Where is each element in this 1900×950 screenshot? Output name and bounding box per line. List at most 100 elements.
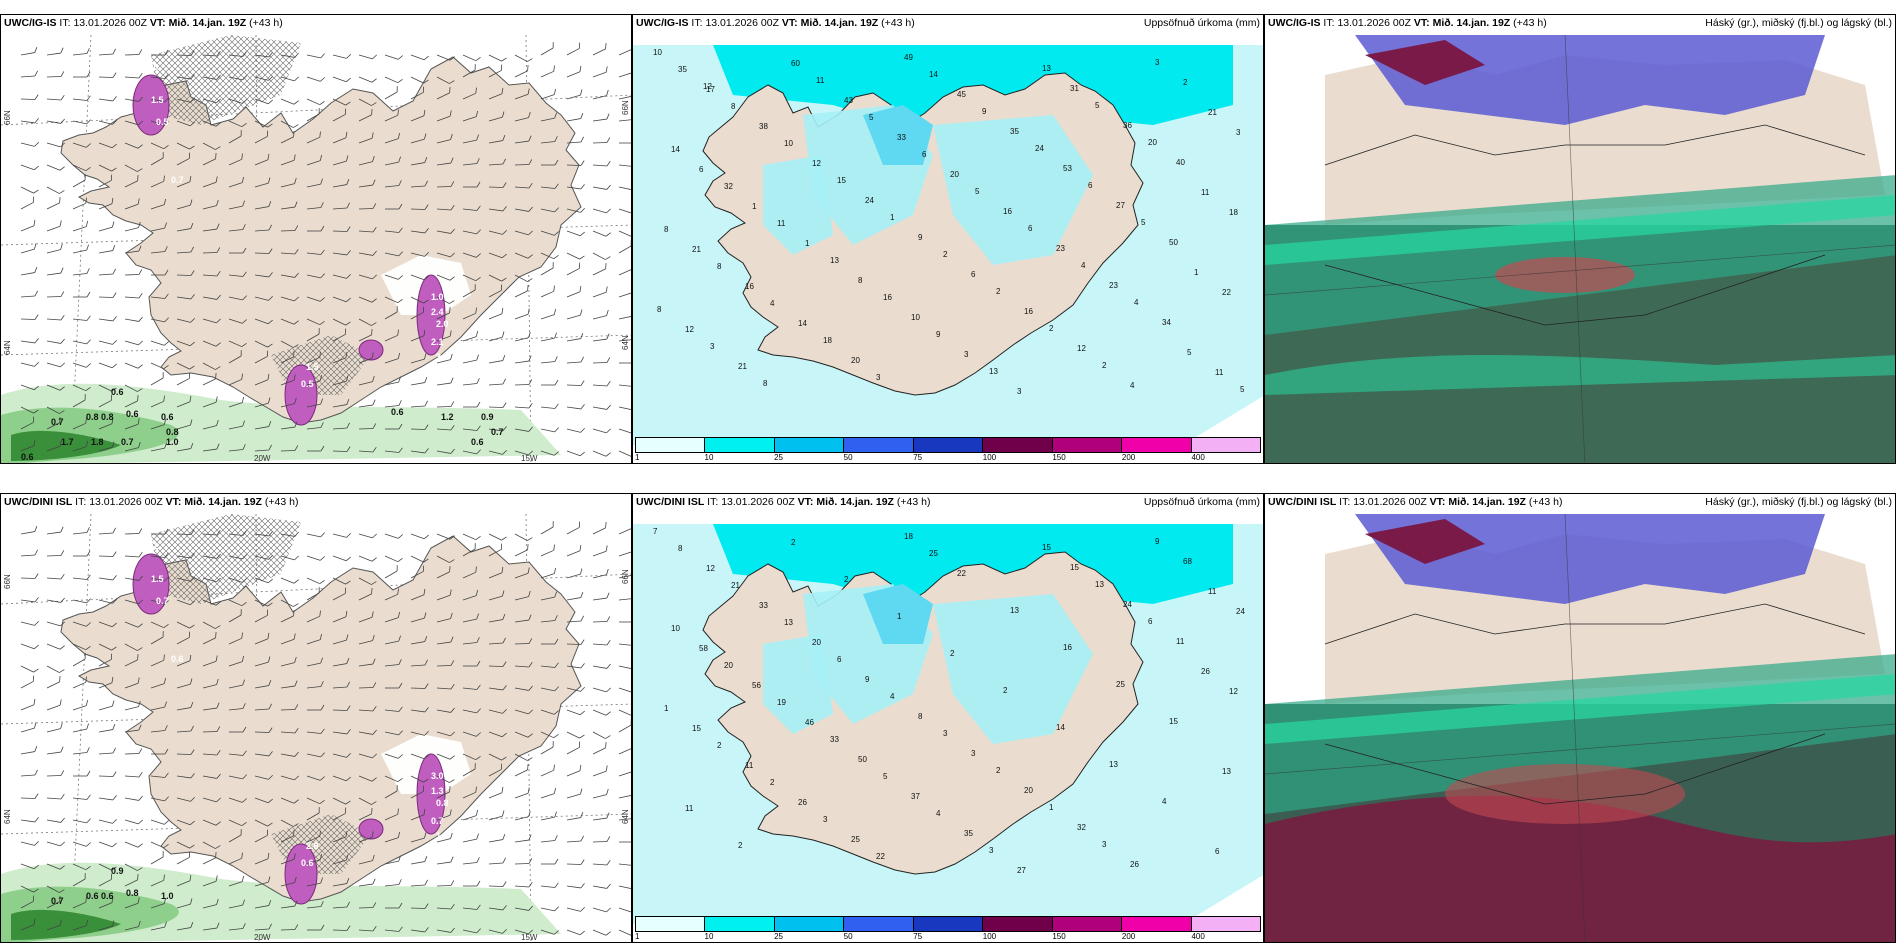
precip-value-label: 1 [897, 612, 902, 621]
wind-barb [176, 553, 195, 559]
wind-barb [280, 751, 299, 757]
wind-barb [228, 350, 242, 364]
wind-barb [618, 450, 631, 458]
wind-barb [618, 665, 631, 670]
precip-value-label: 8 [717, 262, 722, 271]
wind-barb [514, 88, 530, 100]
wind-barb [254, 554, 273, 560]
lead-time: (+43 h) [1513, 17, 1547, 29]
precip-value-label: 8 [918, 712, 923, 721]
precip-value-label: 4 [1081, 261, 1086, 270]
wind-barb [254, 75, 273, 81]
wind-barb [592, 742, 607, 755]
wind-barb [566, 544, 582, 557]
wind-barb [151, 528, 169, 535]
precip-value-label: 1 [664, 704, 669, 713]
precip-value-label: 25 [851, 835, 860, 844]
wind-barb [228, 224, 246, 232]
wind-barb [462, 731, 481, 737]
wind-barb [202, 176, 218, 188]
wind-barb [384, 753, 403, 759]
precip-value-label: 22 [876, 852, 885, 861]
precip-value-label: 2 [738, 841, 743, 850]
wind-barb [488, 87, 504, 100]
wind-barb [72, 621, 91, 627]
wind-speed-label: 2.1 [431, 337, 444, 347]
it-value: 13.01.2026 00Z [89, 496, 163, 508]
wind-barb [618, 240, 631, 254]
wind-barb [280, 340, 299, 348]
wind-barb [488, 763, 503, 777]
wind-barb [462, 449, 481, 455]
wind-barb [592, 522, 607, 535]
lat-label-66: 66N [3, 574, 12, 589]
colorbar-tick-label: 25 [774, 932, 784, 941]
wind-barb [46, 47, 64, 56]
wind-speed-label: 1.2 [441, 412, 454, 422]
wind-barb [46, 699, 62, 711]
colorbar-ticks: 1 10 25 50 75 100 150 200 400 [635, 932, 1261, 941]
wind-barb [384, 588, 399, 601]
wind-speed-label: 2.0 [436, 319, 449, 329]
wind-barb [124, 418, 140, 430]
wind-speed-label: 0.7 [431, 816, 444, 826]
precip-value-label: 13 [1095, 580, 1104, 589]
wind-barb [280, 98, 299, 105]
wind-barb [98, 700, 115, 711]
wind-barb [618, 885, 631, 890]
panel-precip-top: UWC/IG-IS IT: 13.01.2026 00Z VT: Mið. 14… [632, 14, 1264, 464]
wind-barb [124, 49, 143, 56]
wind-barb [566, 184, 585, 190]
precip-value-label: 4 [890, 692, 895, 701]
wind-barb [202, 340, 221, 347]
precip-value-label: 11 [816, 76, 825, 85]
wind-barb [150, 395, 165, 408]
wind-barb [124, 795, 143, 801]
it-label: IT: [59, 17, 71, 29]
wind-barb [306, 797, 325, 805]
wind-barb [488, 685, 507, 691]
wind-barb [592, 43, 607, 56]
wind-barb [46, 406, 65, 414]
wind-barb [46, 362, 65, 368]
wind-barb [540, 450, 559, 456]
wind-barb [618, 863, 631, 866]
wind-barb [124, 340, 143, 346]
colorbar-swatch [844, 438, 914, 452]
precip-value-label: 22 [1222, 288, 1231, 297]
wind-barb [72, 384, 91, 392]
wind-barb [618, 292, 631, 298]
wind-barb [150, 246, 168, 254]
wind-barb [358, 797, 377, 805]
precip-value-label: 12 [685, 325, 694, 334]
wind-barb [618, 719, 631, 733]
wind-speed-label: 1.5 [151, 574, 164, 584]
wind-barb [358, 831, 374, 843]
wind-barb [540, 88, 557, 100]
wind-speed-label: 0.6 [391, 407, 404, 417]
precip-value-label: 2 [1183, 78, 1188, 87]
wind-barb [332, 351, 348, 364]
wind-barb [514, 810, 531, 821]
wind-barb [462, 110, 479, 122]
precip-value-label: 8 [731, 102, 736, 111]
graticule-line [70, 34, 92, 463]
wind-barb [307, 225, 325, 232]
wind-barb [332, 328, 347, 342]
wind-barb [410, 251, 429, 257]
wind-barb [46, 573, 65, 580]
wind-barb [124, 771, 143, 778]
wind-barb [618, 339, 631, 342]
wind-barb [280, 201, 298, 210]
wind-barb [384, 855, 401, 865]
wind-barb [280, 830, 295, 843]
wind-barb [306, 681, 324, 689]
lead-time: (+43 h) [881, 17, 915, 29]
precip-value-label: 8 [657, 305, 662, 314]
precip-value-label: 46 [805, 718, 814, 727]
precip-value-label: 1 [805, 239, 810, 248]
precip-value-label: 13 [1042, 64, 1051, 73]
wind-barb [228, 599, 247, 607]
wind-barb [384, 611, 401, 623]
wind-barb [592, 687, 611, 693]
